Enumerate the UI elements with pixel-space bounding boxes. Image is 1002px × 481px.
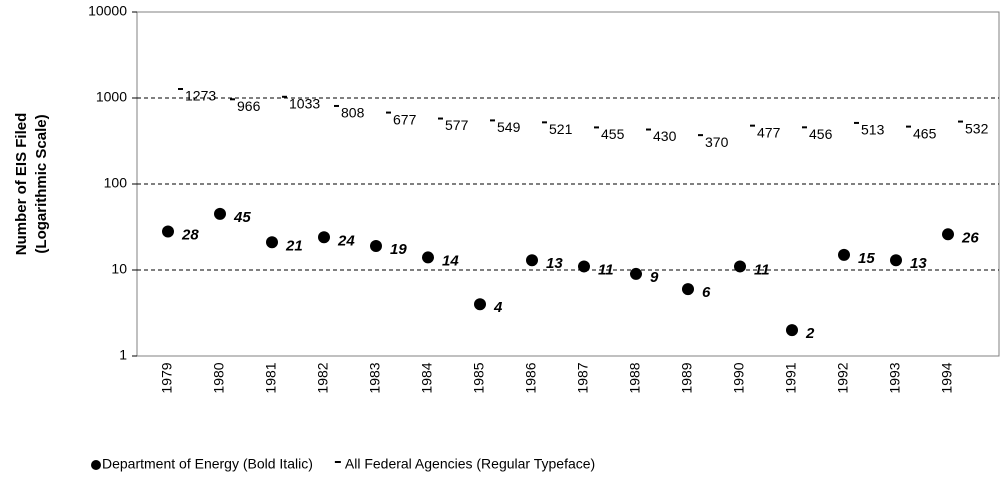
marker — [890, 254, 902, 267]
x-tick-label: 1989 — [679, 362, 695, 393]
x-tick-label: 1980 — [211, 362, 227, 393]
x-tick-label: 1990 — [731, 362, 747, 393]
data-label: 9 — [650, 269, 659, 286]
legend-label: All Federal Agencies (Regular Typeface) — [345, 456, 595, 472]
data-label: 513 — [861, 122, 885, 138]
data-label: 11 — [754, 261, 770, 278]
data-label: 19 — [390, 241, 407, 258]
data-label: 456 — [809, 126, 833, 142]
x-tick-label: 1982 — [315, 362, 331, 393]
marker — [214, 207, 226, 220]
data-label: 521 — [549, 121, 573, 137]
data-label: 677 — [393, 111, 417, 127]
x-tick-label: 1988 — [627, 362, 643, 393]
data-label: 13 — [910, 255, 927, 272]
data-label: 2 — [805, 325, 815, 342]
marker — [318, 231, 330, 244]
legend-label: Department of Energy (Bold Italic) — [102, 456, 313, 472]
data-label: 430 — [653, 128, 677, 144]
x-tick-label: 1983 — [367, 362, 383, 393]
data-label: 1273 — [185, 88, 216, 104]
data-label: 477 — [757, 124, 781, 140]
data-label: 21 — [285, 237, 303, 254]
x-tick-label: 1979 — [159, 362, 175, 393]
marker — [838, 248, 850, 261]
data-label: 6 — [702, 284, 711, 301]
x-tick-label: 1994 — [939, 362, 955, 393]
y-tick-label: 1000 — [96, 89, 127, 105]
y-axis-label: (Logarithmic Scale) — [33, 114, 50, 253]
data-label: 11 — [598, 261, 614, 278]
marker — [162, 225, 174, 238]
x-tick-label: 1981 — [263, 362, 279, 393]
marker — [474, 298, 486, 311]
data-label: 966 — [237, 98, 261, 114]
x-tick-label: 1991 — [783, 362, 799, 393]
data-label: 549 — [497, 119, 521, 135]
data-label: 532 — [965, 120, 989, 136]
marker — [266, 236, 278, 249]
y-tick-label: 10 — [111, 261, 127, 277]
data-label: 45 — [233, 209, 251, 226]
y-tick-label: 10000 — [88, 3, 127, 19]
x-tick-label: 1986 — [523, 362, 539, 393]
data-label: 24 — [337, 232, 355, 249]
data-label: 1033 — [289, 95, 320, 111]
marker — [630, 267, 642, 280]
marker — [786, 324, 798, 337]
data-label: 15 — [858, 250, 875, 267]
data-label: 28 — [181, 227, 199, 244]
x-tick-label: 1984 — [419, 362, 435, 393]
marker — [370, 240, 382, 253]
legend-marker — [91, 460, 101, 470]
marker — [682, 283, 694, 296]
y-tick-label: 100 — [104, 175, 128, 191]
data-label: 808 — [341, 105, 365, 121]
data-label: 13 — [546, 255, 563, 272]
x-tick-label: 1987 — [575, 362, 591, 393]
data-label: 26 — [961, 229, 979, 246]
y-axis-label: Number of EIS Filed — [13, 113, 30, 256]
marker — [942, 228, 954, 241]
data-label: 465 — [913, 125, 937, 141]
data-label: 455 — [601, 126, 625, 142]
marker — [734, 260, 746, 273]
marker — [422, 251, 434, 264]
marker — [578, 260, 590, 273]
x-tick-label: 1985 — [471, 362, 487, 393]
data-label: 577 — [445, 117, 469, 133]
x-tick-label: 1992 — [835, 362, 851, 393]
data-label: 4 — [493, 299, 503, 316]
x-tick-label: 1993 — [887, 362, 903, 393]
data-label: 370 — [705, 134, 729, 150]
marker — [526, 254, 538, 267]
data-label: 14 — [442, 252, 459, 269]
y-tick-label: 1 — [119, 347, 127, 363]
